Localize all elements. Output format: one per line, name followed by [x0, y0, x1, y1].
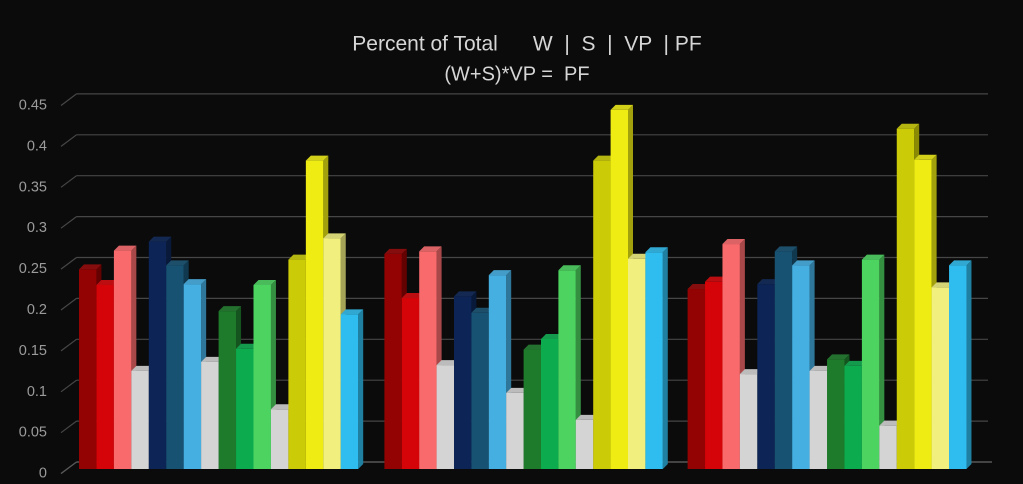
svg-text:0.25: 0.25	[19, 261, 47, 277]
svg-text:0: 0	[39, 466, 47, 479]
svg-text:0.35: 0.35	[19, 179, 47, 195]
svg-text:0.2: 0.2	[27, 302, 47, 318]
svg-text:Percent of Total W | S: Percent of Total W | S | VP | PF	[352, 33, 701, 56]
svg-text:0.05: 0.05	[19, 425, 47, 441]
svg-text:(W+S)*VP = PF: (W+S)*VP = PF	[444, 64, 589, 86]
svg-text:0.4: 0.4	[27, 138, 47, 154]
svg-text:0.1: 0.1	[27, 384, 47, 400]
svg-text:0.15: 0.15	[19, 343, 47, 359]
svg-text:0.3: 0.3	[27, 220, 47, 236]
svg-text:0.45: 0.45	[19, 98, 47, 114]
